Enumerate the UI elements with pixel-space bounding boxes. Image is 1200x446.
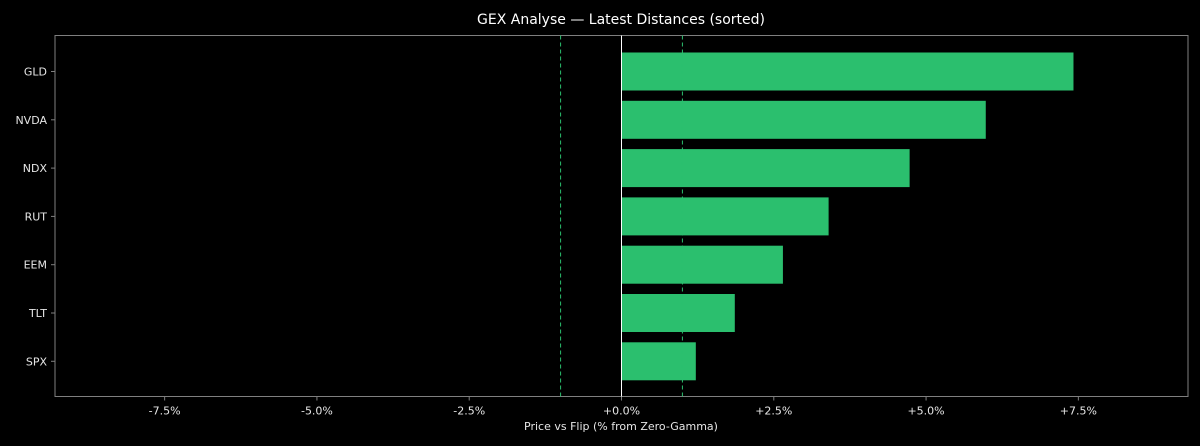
x-tick-label: -2.5% [453, 405, 485, 418]
bars [621, 52, 1074, 381]
y-tick-label-eem: EEM [24, 259, 47, 272]
bar-nvda [621, 100, 986, 139]
x-tick-label: +2.5% [755, 405, 792, 418]
y-tick-label-ndx: NDX [23, 162, 48, 175]
x-tick-label: -5.0% [301, 405, 333, 418]
y-tick-label-nvda: NVDA [15, 114, 47, 127]
reference-lines [560, 35, 683, 397]
x-tick-label: +5.0% [907, 405, 944, 418]
bar-gld [621, 52, 1074, 91]
bar-tlt [621, 294, 735, 332]
x-tick-label: +7.5% [1060, 405, 1097, 418]
bar-eem [621, 245, 783, 284]
y-tick-label-spx: SPX [26, 355, 48, 368]
bar-spx [621, 342, 696, 381]
y-tick-label-rut: RUT [25, 210, 48, 223]
bar-ndx [621, 149, 910, 188]
y-tick-label-tlt: TLT [28, 307, 47, 320]
y-tick-label-gld: GLD [24, 66, 47, 79]
chart-title: GEX Analyse — Latest Distances (sorted) [477, 12, 765, 28]
y-axis-ticks: GLD NVDA NDX RUT EEM TLT SPX [15, 66, 55, 368]
bar-rut [621, 197, 829, 236]
x-tick-label: -7.5% [149, 405, 181, 418]
x-axis-label: Price vs Flip (% from Zero-Gamma) [524, 420, 718, 433]
x-axis-ticks: -7.5% -5.0% -2.5% +0.0% +2.5% +5.0% +7.5% [149, 396, 1097, 418]
x-tick-label: +0.0% [603, 405, 640, 418]
